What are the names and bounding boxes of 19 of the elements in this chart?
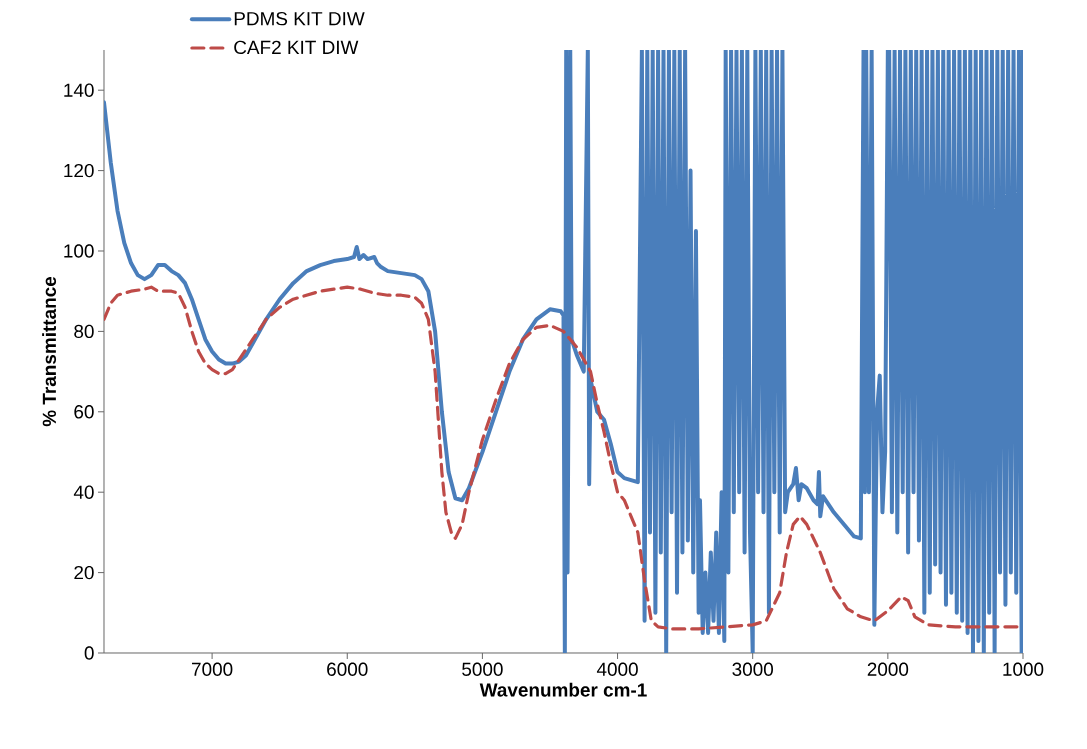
y-tick-label: 40: [73, 485, 94, 499]
x-tick-label: 4000: [596, 662, 638, 676]
y-tick-label: 20: [74, 565, 94, 580]
y-tick-label: 100: [64, 244, 94, 258]
y-axis-title: % Transmittance: [42, 276, 57, 427]
y-tick-label: 80: [74, 324, 94, 339]
x-tick-label: 1000: [1003, 662, 1044, 676]
x-tick-label: 7000: [192, 662, 233, 676]
y-tick-label: 0: [84, 646, 94, 660]
x-tick-label: 5000: [462, 662, 503, 676]
y-tick-label: 60: [74, 405, 94, 419]
x-tick-label: 3000: [732, 662, 773, 676]
x-tick-label: 6000: [327, 662, 368, 676]
x-axis-title: Wavenumber cm-1: [479, 682, 647, 697]
x-tick-label: 2000: [867, 662, 909, 676]
y-tick-label: 140: [64, 83, 94, 97]
legend-label: PDMS KIT DIW: [234, 11, 365, 26]
y-tick-label: 120: [64, 163, 94, 178]
legend-label: CAF2 KIT DIW: [234, 40, 359, 55]
